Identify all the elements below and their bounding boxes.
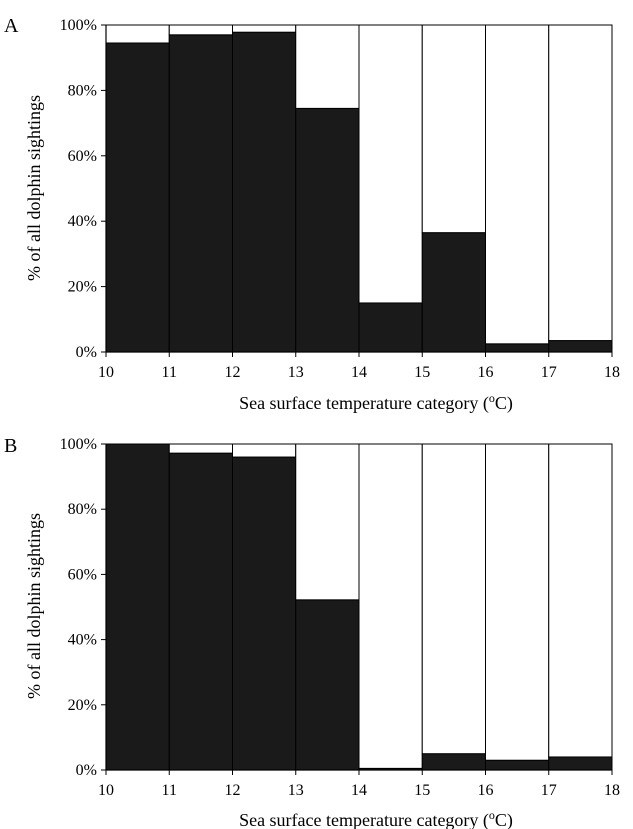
bar-dark-10 [105,42,170,353]
y-axis-ticks: 0% 20% 40% 60% 80% 100% [60,17,106,361]
bar-dark-15 [421,753,486,771]
y-tick-label: 60% [68,566,97,583]
bar-light-13 [295,443,360,601]
panel-label: B [4,435,17,457]
bar-dark-14 [358,302,423,353]
bar-dark-13 [295,599,360,771]
bars-group [105,443,613,771]
x-tick-label: 10 [98,364,114,381]
bar-dark-10 [105,443,170,771]
x-tick-label: 18 [604,782,620,799]
bar-dark-11 [168,452,233,771]
y-tick-label: 80% [68,501,97,518]
x-tick-label: 11 [162,364,177,381]
x-tick-label: 12 [225,364,241,381]
bar-dark-12 [232,456,297,771]
bar-light-14 [358,24,423,304]
panel-a: A 0%20%40%60%80%100% 10 11 12 13 14 15 16 17 18 … [4,15,620,414]
x-tick-label: 15 [414,782,430,799]
x-tick-label: 15 [414,364,430,381]
x-tick-label: 17 [541,782,557,799]
y-tick-label: 80% [68,82,97,99]
bar-light-13 [295,24,360,109]
y-tick-label: 40% [68,632,97,649]
bar-dark-16 [485,759,550,771]
bar-dark-15 [421,232,486,353]
x-axis-ticks: 10 11 12 13 14 15 16 17 18 [98,770,620,799]
bar-dark-17 [548,340,613,353]
bar-light-16 [485,443,550,761]
x-tick-label: 10 [98,782,114,799]
y-axis-label: % of all dolphin sightings [24,513,44,699]
y-tick-label: 0% [76,344,97,361]
x-tick-label: 14 [351,782,367,799]
bar-light-11 [168,24,233,36]
x-tick-label: 11 [162,782,177,799]
y-tick-label: 100% [60,17,97,34]
bar-light-14 [358,443,423,769]
x-axis-label: Sea surface temperature category (oC) [239,391,513,414]
y-tick-label: 0% [76,762,97,779]
x-tick-label: 16 [478,782,494,799]
x-tick-label: 13 [288,782,304,799]
x-tick-label: 13 [288,364,304,381]
x-tick-label: 16 [478,364,494,381]
bar-dark-17 [548,756,613,771]
x-tick-label: 14 [351,364,367,381]
y-axis-label: % of all dolphin sightings [24,95,44,281]
x-tick-label: 17 [541,364,557,381]
y-tick-label: 20% [68,697,97,714]
bars-group [105,24,613,353]
bar-light-10 [105,24,170,44]
y-axis-ticks: 0% 20% 40% 60% 80% 100% [60,436,106,779]
bar-light-11 [168,443,233,454]
bar-light-17 [548,24,613,342]
bar-dark-16 [485,343,550,353]
bar-dark-11 [168,34,233,353]
y-tick-label: 100% [60,436,97,453]
bar-light-16 [485,24,550,345]
x-axis-label: Sea surface temperature category (oC) [239,808,513,829]
bar-light-12 [232,443,297,458]
panel-b: B 0%20%40%60%80%100% 10 11 12 13 14 15 16 17 18 … [4,435,620,829]
x-tick-label: 18 [604,364,620,381]
x-axis-ticks: 10 11 12 13 14 15 16 17 18 [98,352,620,381]
y-tick-label: 20% [68,279,97,296]
bar-dark-12 [232,31,297,353]
bar-dark-13 [295,107,360,353]
panel-label: A [4,15,19,37]
bar-light-15 [421,443,486,755]
y-tick-label: 40% [68,213,97,230]
bar-light-17 [548,443,613,758]
bar-light-12 [232,24,297,33]
bar-light-15 [421,24,486,234]
x-tick-label: 12 [225,782,241,799]
y-tick-label: 60% [68,148,97,165]
